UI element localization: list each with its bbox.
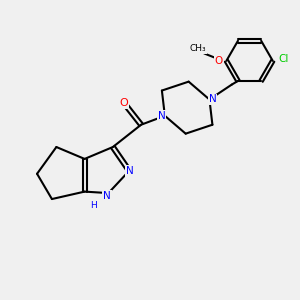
Text: O: O	[120, 98, 128, 108]
Text: N: N	[126, 166, 134, 176]
Text: Cl: Cl	[279, 54, 289, 64]
Text: H: H	[90, 201, 97, 210]
Text: N: N	[208, 94, 216, 104]
Text: O: O	[215, 56, 223, 66]
Text: N: N	[158, 111, 166, 121]
Text: CH₃: CH₃	[190, 44, 206, 53]
Text: N: N	[103, 191, 111, 201]
